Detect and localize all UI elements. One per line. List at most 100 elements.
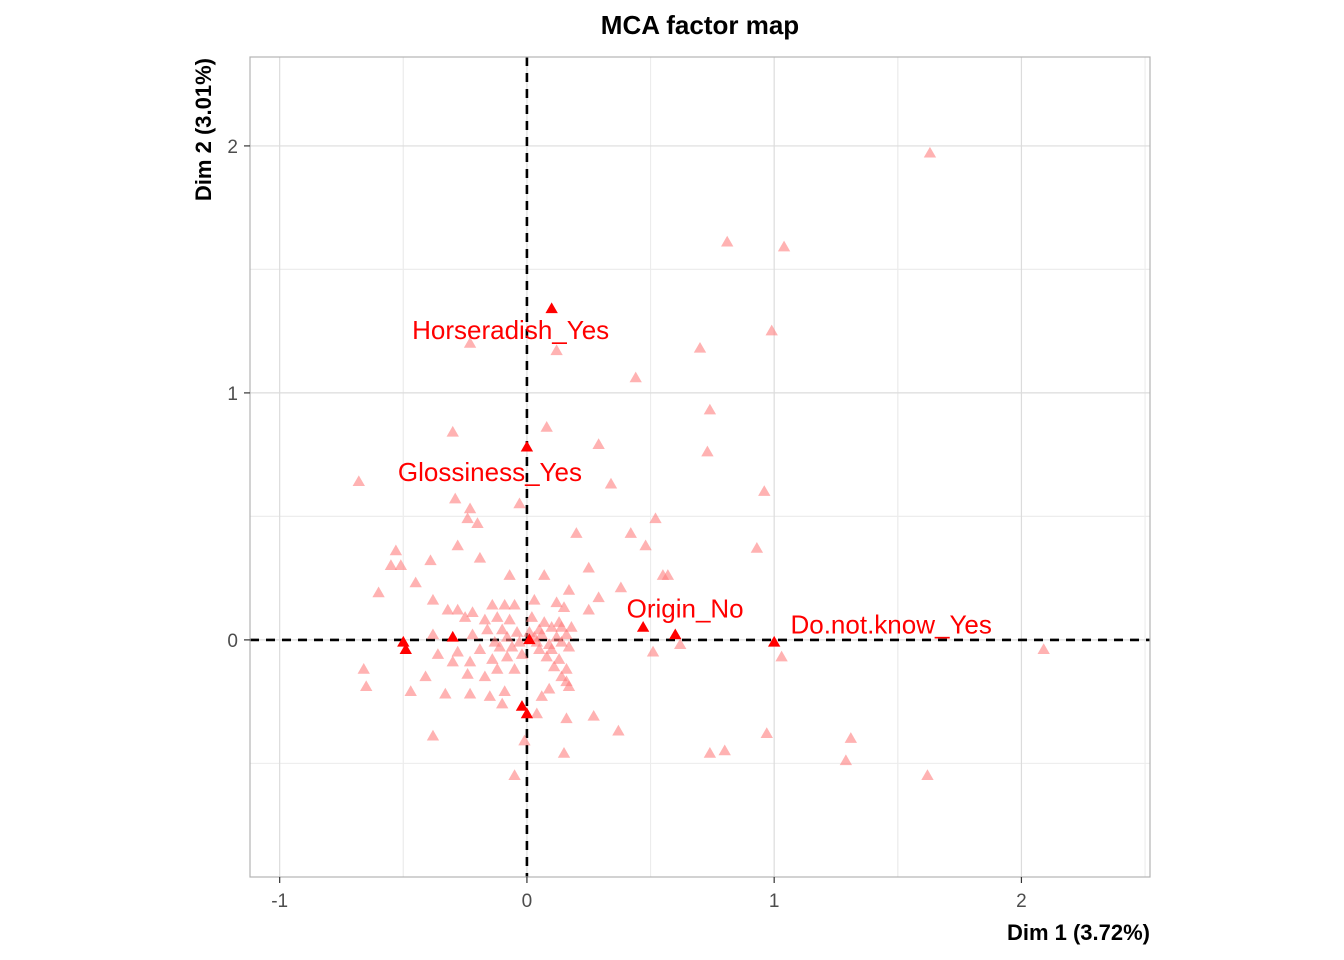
category-point [520, 440, 534, 452]
category-point [446, 630, 459, 642]
individual-point [614, 581, 628, 593]
individual-point [552, 653, 566, 664]
individual-point [372, 586, 385, 598]
individual-point [582, 561, 595, 573]
individual-point [483, 690, 497, 701]
individual-point [446, 655, 459, 667]
individual-point [775, 650, 788, 662]
individual-point [505, 640, 519, 652]
individual-point [703, 747, 717, 758]
individual-point [555, 670, 568, 682]
individual-point [493, 640, 506, 652]
individual-point [352, 475, 365, 487]
individual-point [604, 477, 618, 489]
individual-point [508, 598, 521, 610]
individual-point [409, 576, 422, 588]
individual-point [491, 663, 504, 674]
individual-point [513, 635, 526, 647]
individual-point [466, 606, 479, 617]
individual-point [718, 744, 731, 756]
individual-point [550, 344, 563, 356]
individual-point [592, 591, 605, 603]
category-point [669, 628, 682, 640]
x-axis-title: Dim 1 (3.72%) [1007, 920, 1150, 945]
x-tick-label: 0 [522, 891, 533, 912]
individual-point [570, 527, 583, 538]
chart-title: MCA factor map [601, 10, 799, 40]
individual-point [510, 625, 524, 637]
individual-point [535, 628, 548, 640]
individual-point [451, 645, 464, 657]
individual-point [624, 527, 637, 538]
individual-point [449, 492, 462, 504]
individual-point [508, 663, 521, 674]
individual-point [758, 485, 771, 496]
individual-point [481, 623, 494, 635]
individual-point [587, 709, 600, 721]
y-axis-title: Dim 2 (3.01%) [191, 58, 216, 201]
individual-point [547, 660, 561, 672]
individual-point [560, 712, 573, 724]
individual-point [478, 613, 492, 625]
category-label: Origin_No [627, 594, 744, 624]
individual-point [461, 512, 474, 524]
individual-point [538, 569, 551, 580]
individual-point [426, 729, 440, 741]
individual-point [592, 438, 605, 449]
individual-point [451, 539, 464, 551]
individual-points [352, 146, 1050, 780]
category-point [520, 707, 534, 719]
individual-point [540, 650, 553, 662]
individual-point [451, 603, 464, 615]
individual-point [923, 146, 937, 158]
individual-point [562, 640, 576, 652]
individual-point [555, 621, 568, 632]
individual-point [360, 680, 373, 692]
category-point [768, 635, 781, 647]
axis-ticks: -1 0 1 2 0 1 2 [227, 137, 1026, 912]
individual-point [473, 551, 487, 563]
individual-point [701, 445, 714, 457]
individual-point [486, 653, 499, 664]
category-labels: Horseradish_Yes Glossiness_Yes Origin_No Do… [398, 315, 992, 639]
individual-point [503, 569, 516, 580]
x-tick-label: 1 [769, 891, 780, 912]
y-tick-label: 1 [227, 384, 238, 405]
individual-point [649, 512, 662, 524]
individual-point [921, 769, 934, 780]
category-point [545, 302, 558, 314]
individual-point [629, 371, 642, 383]
individual-point [545, 621, 558, 632]
individual-point [540, 420, 553, 432]
individual-point [426, 628, 440, 640]
individual-point [661, 569, 675, 580]
grid-lines [250, 57, 1150, 877]
individual-point [461, 667, 474, 679]
individual-point [439, 687, 452, 699]
individual-point [844, 732, 857, 743]
x-tick-label: -1 [271, 891, 288, 912]
individual-point [486, 598, 499, 610]
individual-point [431, 648, 445, 659]
individual-point [473, 643, 487, 654]
individual-point [498, 598, 511, 610]
category-point [515, 700, 529, 711]
individual-point [513, 497, 526, 509]
individual-point [500, 630, 514, 642]
individual-point [530, 707, 543, 719]
individual-point [424, 554, 437, 566]
individual-point [441, 603, 454, 615]
x-tick-label: 2 [1016, 891, 1027, 912]
individual-point [555, 635, 568, 647]
category-point [523, 633, 536, 645]
individual-point [518, 734, 531, 746]
individual-point [389, 544, 403, 556]
individual-point [557, 747, 571, 758]
individual-point [535, 690, 548, 701]
individual-point [498, 685, 511, 696]
individual-point [426, 593, 440, 605]
category-label: Do.not.know_Yes [790, 609, 991, 639]
individual-point [496, 623, 509, 635]
